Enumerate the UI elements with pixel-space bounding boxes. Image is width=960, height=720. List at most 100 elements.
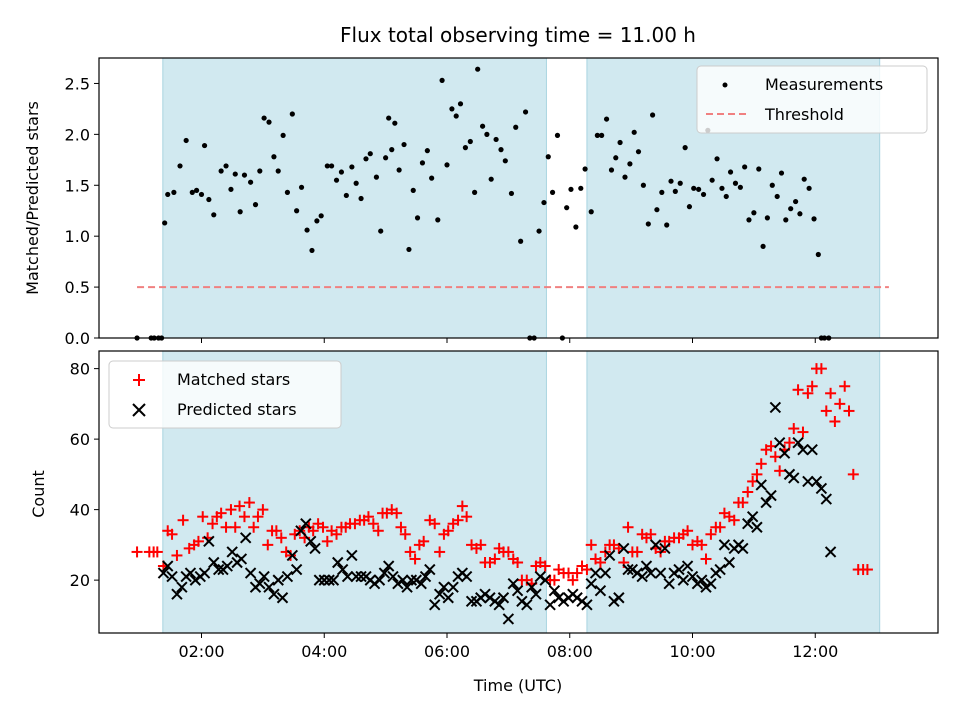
matched-star-point [645, 528, 657, 540]
matched-star-point [391, 507, 403, 519]
predicted-star-point [176, 581, 188, 593]
top-x-ticks [200, 338, 816, 343]
matched-star-point [362, 511, 374, 523]
measurement-point [162, 220, 168, 226]
matched-star-point [461, 511, 473, 523]
measurement-point [554, 132, 561, 138]
predicted-star-point [442, 592, 454, 604]
measurement-point [329, 163, 335, 169]
predicted-star-point [681, 560, 694, 572]
legend-measurements-marker [722, 82, 728, 88]
bottom-y-axis-label: Count [29, 470, 48, 518]
measurement-point [406, 246, 412, 253]
measurement-point [261, 115, 267, 121]
predicted-star-point [397, 574, 409, 586]
measurement-point [435, 217, 441, 223]
matched-star-point [539, 560, 551, 572]
predicted-star-point [723, 556, 736, 569]
matched-star-point [751, 468, 763, 480]
matched-star-point [275, 532, 287, 544]
measurement-point [211, 212, 217, 218]
measurement-point [378, 228, 384, 234]
predicted-star-point [751, 521, 763, 533]
predicted-star-point [810, 475, 823, 488]
predicted-star-point [203, 535, 215, 548]
matched-star-point [177, 514, 189, 526]
bottom-legend-box [108, 360, 342, 429]
measurement-point [453, 113, 459, 119]
measurement-point [806, 185, 812, 191]
bottom-xtick-label: 02:00 [178, 642, 224, 661]
matched-star-point [769, 451, 781, 463]
predicted-star-point [373, 574, 386, 586]
matched-star-point [714, 521, 726, 533]
top-ytick-label: 2.0 [65, 125, 90, 144]
matched-star-point [755, 458, 767, 470]
predicted-star-point [405, 574, 418, 586]
matched-star-point [270, 525, 282, 537]
measurement-point [608, 167, 615, 173]
predicted-star-point [198, 567, 211, 579]
matched-star-point [594, 557, 606, 568]
predicted-star-point [788, 472, 800, 484]
measurement-point [691, 185, 697, 191]
predicted-star-point [673, 563, 685, 576]
predicted-star-point [447, 581, 459, 593]
measurement-point [338, 169, 345, 175]
predicted-star-point [622, 563, 634, 576]
measurement-point [165, 191, 171, 198]
measurement-point [358, 195, 364, 202]
matched-star-point [166, 528, 178, 540]
matched-star-point [737, 497, 749, 509]
matched-star-point [705, 528, 717, 540]
predicted-star-point [309, 542, 321, 555]
predicted-star-point [742, 518, 754, 530]
measurement-point [793, 198, 799, 205]
top-ytick-label: 0.0 [65, 329, 90, 348]
matched-star-point [783, 437, 795, 449]
measurement-point [389, 147, 395, 153]
measurement-point [271, 154, 277, 160]
measurement-point [564, 205, 570, 211]
measurement-point [815, 251, 821, 258]
measurement-point [811, 216, 817, 222]
predicted-star-point [350, 570, 362, 583]
predicted-star-point [290, 563, 303, 576]
measurement-point [183, 137, 189, 144]
predicted-star-point [769, 401, 782, 414]
matched-star-point [151, 546, 163, 558]
measurement-point [457, 101, 464, 107]
predicted-star-point [212, 563, 225, 576]
matched-star-point [571, 567, 583, 579]
predicted-star-point [778, 447, 791, 459]
measurement-point [668, 178, 674, 184]
measurement-point [578, 185, 584, 191]
matched-star-point [834, 398, 846, 410]
bottom-xtick-label: 12:00 [792, 642, 838, 661]
measurement-point [467, 138, 473, 145]
measurement-point [414, 215, 421, 221]
matched-star-point [585, 539, 597, 551]
measurement-point [201, 142, 208, 149]
matched-star-point [682, 525, 694, 537]
measurement-point [788, 206, 794, 212]
measurement-point [682, 145, 688, 151]
measurement-point [309, 247, 315, 254]
matched-star-point [696, 539, 708, 551]
predicted-star-point [355, 570, 367, 583]
measurement-point [392, 120, 398, 126]
predicted-star-point [773, 436, 786, 449]
predicted-star-point [820, 493, 833, 505]
measurement-point [640, 182, 646, 188]
measurement-point [318, 213, 324, 219]
matched-star-point [806, 380, 818, 392]
measurement-point [396, 167, 402, 173]
predicted-star-point [659, 542, 671, 555]
matched-star-point [284, 549, 296, 561]
measurement-point [484, 131, 490, 137]
predicted-star-point [332, 556, 344, 569]
measurement-point [617, 139, 623, 146]
measurement-point [275, 168, 281, 174]
measurement-point [284, 189, 291, 195]
